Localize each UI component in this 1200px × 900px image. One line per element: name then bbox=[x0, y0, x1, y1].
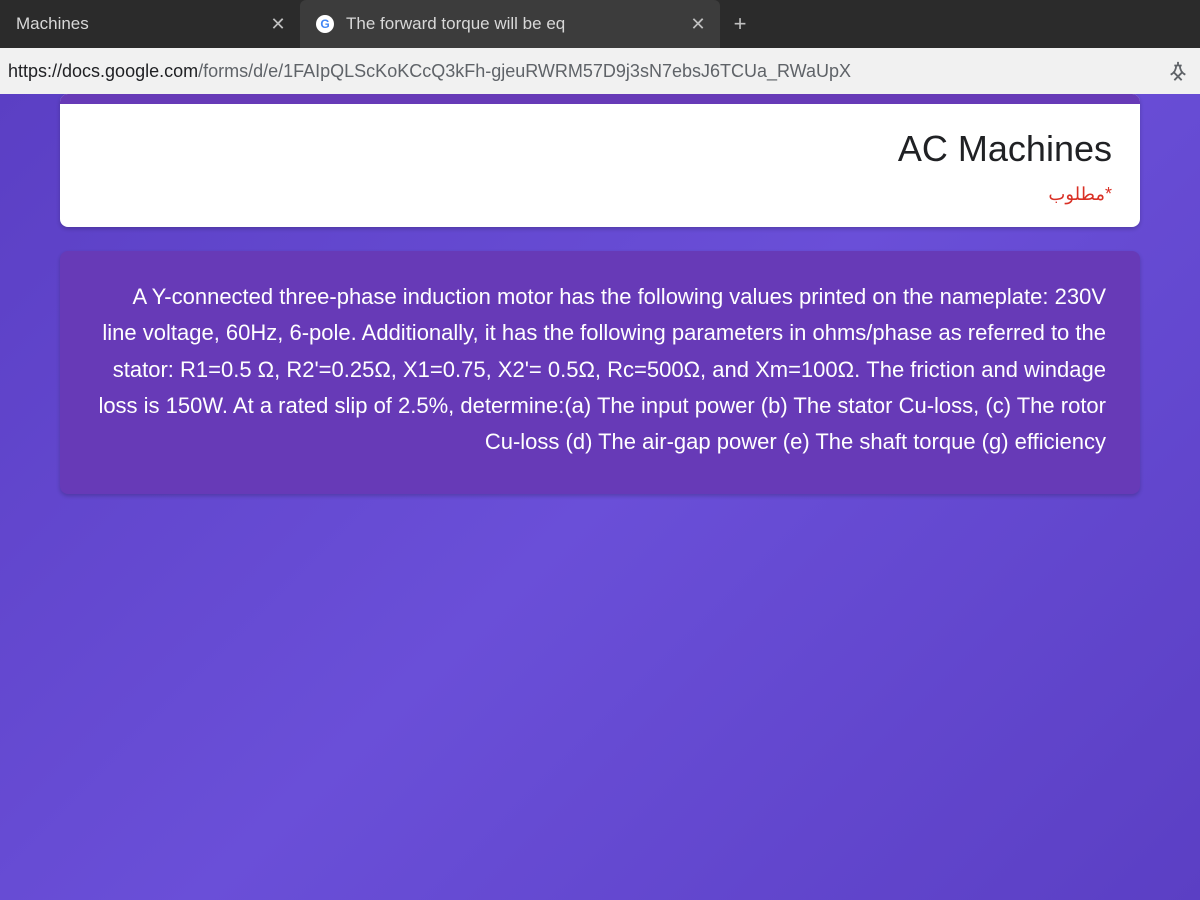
url-path: /forms/d/e/1FAIpQLScKoKCcQ3kFh-gjeuRWRM5… bbox=[198, 61, 851, 81]
required-label: *مطلوب bbox=[88, 184, 1112, 205]
tab-forward-torque[interactable]: G The forward torque will be eq ✕ bbox=[300, 0, 720, 48]
close-icon[interactable]: ✕ bbox=[268, 14, 288, 35]
url-host: https://docs.google.com bbox=[8, 61, 198, 81]
tab-title: The forward torque will be eq bbox=[346, 14, 676, 34]
question-card: A Y-connected three-phase induction moto… bbox=[60, 251, 1140, 494]
new-tab-button[interactable]: + bbox=[720, 0, 760, 48]
google-favicon-icon: G bbox=[316, 15, 334, 33]
close-icon[interactable]: ✕ bbox=[688, 14, 708, 35]
browser-tab-strip: Machines ✕ G The forward torque will be … bbox=[0, 0, 1200, 48]
form-header-card: AC Machines *مطلوب bbox=[60, 94, 1140, 227]
plus-icon: + bbox=[734, 11, 747, 37]
question-text: A Y-connected three-phase induction moto… bbox=[94, 279, 1106, 460]
form-title: AC Machines bbox=[88, 128, 1112, 170]
google-form-viewport: AC Machines *مطلوب A Y-connected three-p… bbox=[0, 94, 1200, 900]
tab-machines[interactable]: Machines ✕ bbox=[0, 0, 300, 48]
address-bar: https://docs.google.com/forms/d/e/1FAIpQ… bbox=[0, 48, 1200, 94]
form-accent-bar bbox=[60, 94, 1140, 104]
form-header-content: AC Machines *مطلوب bbox=[60, 104, 1140, 227]
tab-title: Machines bbox=[16, 14, 256, 34]
translate-icon[interactable] bbox=[1164, 57, 1192, 85]
url-display[interactable]: https://docs.google.com/forms/d/e/1FAIpQ… bbox=[8, 61, 1158, 82]
